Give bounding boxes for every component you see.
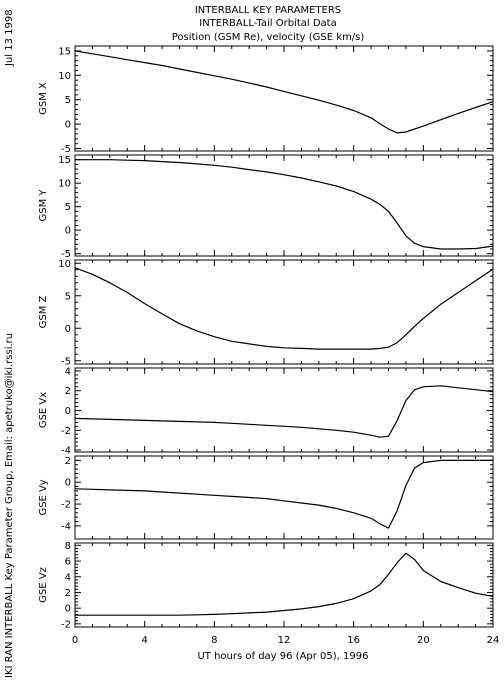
y-tick-label: 2 [65, 456, 71, 467]
y-tick-label: 2 [65, 386, 71, 397]
y-tick-label: 2 [65, 588, 71, 599]
y-tick-label: -2 [61, 619, 71, 630]
y-tick-label: -2 [61, 426, 71, 437]
y-tick-label: 0 [65, 226, 71, 237]
y-tick-label: 10 [58, 259, 71, 270]
y-tick-label: 8 [65, 541, 71, 552]
panel-frame [74, 542, 494, 628]
panel-frame [74, 367, 494, 453]
chart-title: INTERBALL KEY PARAMETERS [195, 5, 341, 16]
y-axis-label: GSE Vx [38, 392, 49, 428]
y-tick-label: 5 [65, 95, 71, 106]
panel-frame [74, 154, 494, 257]
y-tick-label: 0 [65, 604, 71, 615]
x-tick-label: 16 [347, 635, 360, 646]
y-tick-label: -5 [61, 144, 71, 155]
y-tick-label: 6 [65, 557, 71, 568]
y-tick-label: 10 [58, 179, 71, 190]
panel-frame [74, 455, 494, 540]
y-axis-label: GSM Y [38, 189, 49, 222]
x-axis-label: UT hours of day 96 (Apr 05), 1996 [197, 651, 368, 662]
y-tick-label: -4 [61, 521, 71, 532]
series-line-gse-vz [75, 552, 494, 616]
y-tick-label: -5 [61, 356, 71, 367]
y-tick-label: 4 [65, 572, 71, 583]
series-line-gse-vx [74, 385, 494, 438]
series-line-gsm-y [75, 159, 494, 250]
x-tick-label: 12 [278, 635, 291, 646]
series-line-gse-vy [74, 459, 493, 529]
credit-label: IKI RAN INTERBALL Key Parameter Group, E… [4, 333, 15, 678]
x-tick-label: 20 [417, 635, 430, 646]
generation-date-label: Jul 13 1998 [4, 9, 15, 67]
y-axis-label: GSE Vz [38, 567, 49, 603]
series-line-gsm-x [74, 50, 494, 134]
y-tick-label: 4 [65, 366, 71, 377]
y-tick-label: -5 [61, 249, 71, 260]
y-tick-label: 0 [65, 406, 71, 417]
y-tick-label: 10 [58, 71, 71, 82]
x-tick-label: 4 [141, 635, 147, 646]
y-tick-label: 15 [58, 46, 71, 57]
y-tick-label: 0 [65, 478, 71, 489]
series-line-gsm-z [74, 267, 494, 350]
y-tick-label: 15 [58, 155, 71, 166]
y-tick-label: 0 [65, 324, 71, 335]
x-tick-label: 24 [487, 635, 500, 646]
y-tick-label: 0 [65, 120, 71, 131]
chart-subtitle: INTERBALL-Tail Orbital Data [199, 18, 336, 29]
y-tick-label: 5 [65, 291, 71, 302]
x-tick-label: 0 [72, 635, 78, 646]
chart-subtitle-2: Position (GSM Re), velocity (GSE km/s) [172, 32, 365, 43]
y-axis-label: GSM X [38, 82, 49, 115]
y-tick-label: -4 [61, 446, 71, 457]
y-tick-label: 5 [65, 202, 71, 213]
panels-group: -5 0 5 10 15 GSM X -5 0 5 10 15 GSM Y -5 0 5 10 GSM Z -4 -… [38, 45, 500, 646]
y-axis-label: GSM Z [38, 295, 49, 328]
y-axis-label: GSE Vy [38, 479, 49, 515]
x-tick-label: 8 [211, 635, 217, 646]
y-tick-label: -2 [61, 500, 71, 511]
